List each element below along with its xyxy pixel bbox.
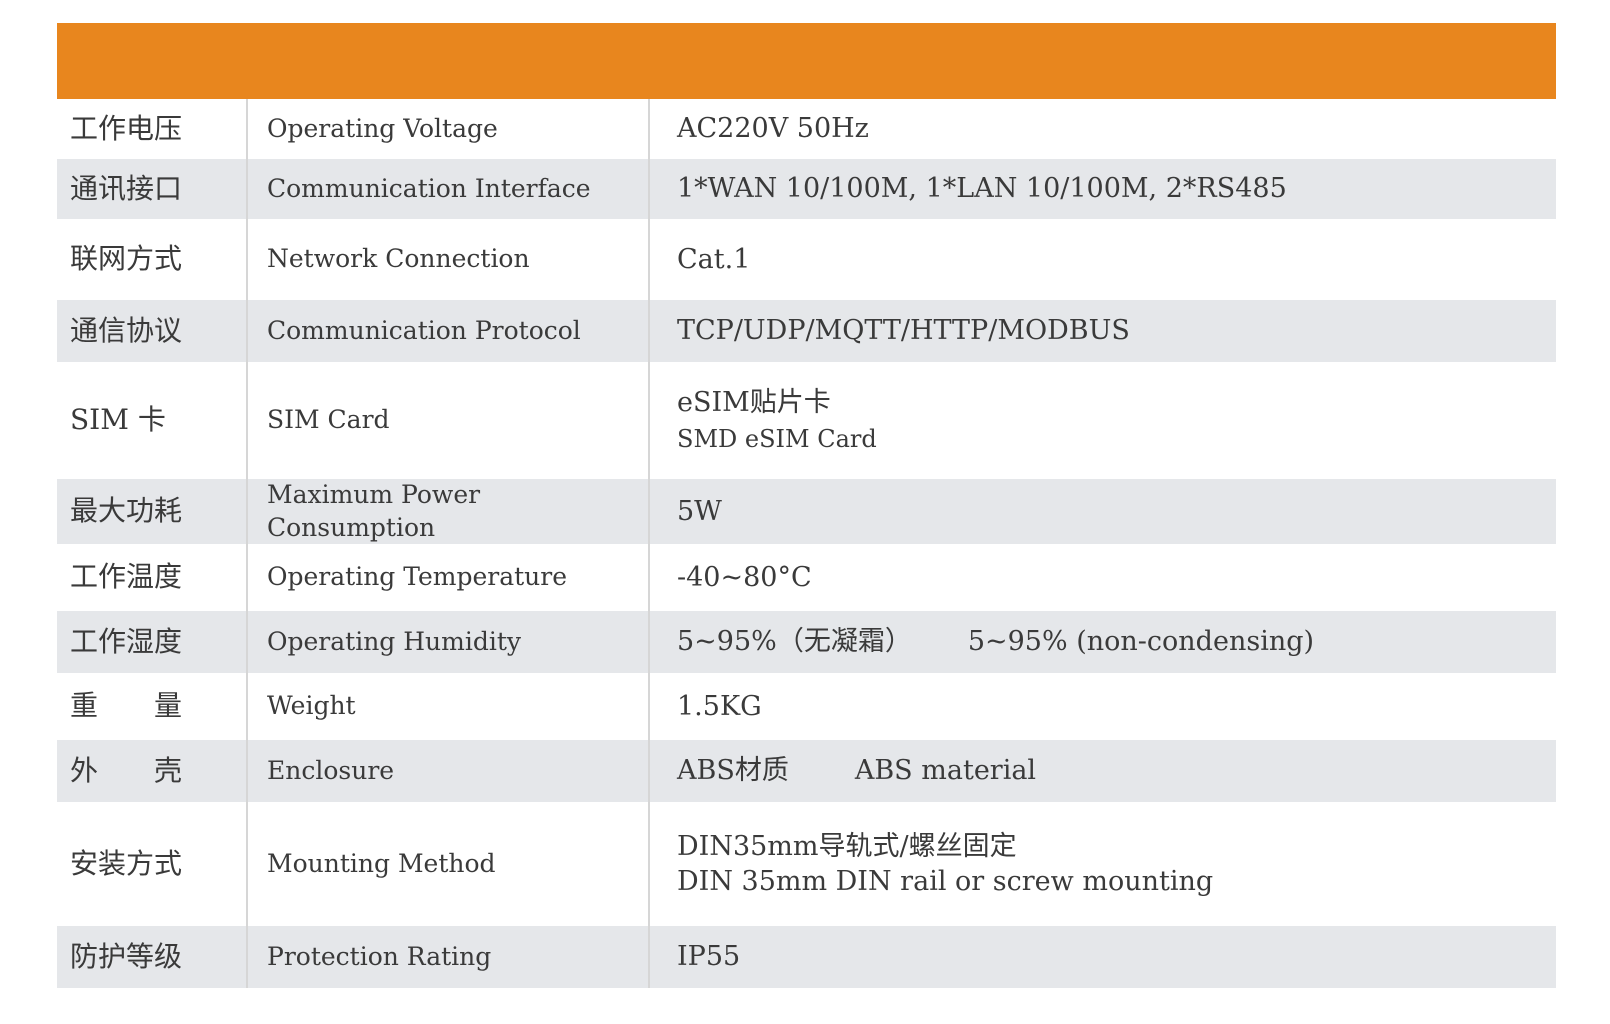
value: eSIM贴片卡 — [677, 387, 831, 419]
value: Cat.1 — [648, 219, 1556, 300]
label-en: Communication Protocol — [246, 300, 649, 362]
value: 5~95%（无凝霜） — [677, 626, 912, 658]
value: ABS材质 — [677, 755, 789, 787]
value-en: ABS material — [854, 755, 1037, 787]
label-cn: SIM 卡 — [57, 362, 247, 479]
table-row: 工作温度 Operating Temperature -40~80°C — [57, 544, 1556, 611]
table-row: 联网方式 Network Connection Cat.1 — [57, 219, 1556, 300]
label-cn: 通讯接口 — [57, 159, 247, 219]
value-sub: DIN 35mm DIN rail or screw mounting — [677, 866, 1214, 897]
label-en: Maximum Power Consumption — [246, 479, 649, 544]
label-en: SIM Card — [246, 362, 649, 479]
label-en: Weight — [246, 673, 649, 740]
label-cn: 通信协议 — [57, 300, 247, 362]
value: TCP/UDP/MQTT/HTTP/MODBUS — [648, 300, 1556, 362]
value: IP55 — [648, 926, 1556, 988]
label-en: Mounting Method — [246, 802, 649, 926]
value: -40~80°C — [648, 544, 1556, 611]
table-row: 工作湿度 Operating Humidity 5~95%（无凝霜） 5~95% … — [57, 611, 1556, 673]
table-row: 通讯接口 Communication Interface 1*WAN 10/10… — [57, 159, 1556, 219]
value-sub: SMD eSIM Card — [677, 425, 877, 454]
spec-table: 工作电压 Operating Voltage AC220V 50Hz 通讯接口 … — [57, 99, 1556, 988]
value: 1.5KG — [648, 673, 1556, 740]
table-row: 防护等级 Protection Rating IP55 — [57, 926, 1556, 988]
table-row: 重 量 Weight 1.5KG — [57, 673, 1556, 740]
label-en: Enclosure — [246, 740, 649, 802]
table-row: 工作电压 Operating Voltage AC220V 50Hz — [57, 99, 1556, 159]
label-cn: 外 壳 — [57, 740, 247, 802]
label-en: Operating Voltage — [246, 99, 649, 159]
label-en: Communication Interface — [246, 159, 649, 219]
label-cn: 重 量 — [57, 673, 247, 740]
label-cn: 联网方式 — [57, 219, 247, 300]
value: 5W — [648, 479, 1556, 544]
label-en: Operating Humidity — [246, 611, 649, 673]
value-cell: eSIM贴片卡 SMD eSIM Card — [648, 362, 1556, 479]
table-header-bar — [57, 23, 1556, 99]
label-cn: 工作温度 — [57, 544, 247, 611]
value-cell: ABS材质 ABS material — [648, 740, 1556, 802]
label-cn: 工作电压 — [57, 99, 247, 159]
label-cn: 防护等级 — [57, 926, 247, 988]
label-en: Operating Temperature — [246, 544, 649, 611]
value-cell: DIN35mm导轨式/螺丝固定 DIN 35mm DIN rail or scr… — [648, 802, 1556, 926]
table-row: 安装方式 Mounting Method DIN35mm导轨式/螺丝固定 DIN… — [57, 802, 1556, 926]
label-cn: 安装方式 — [57, 802, 247, 926]
table-row: 外 壳 Enclosure ABS材质 ABS material — [57, 740, 1556, 802]
label-cn: 最大功耗 — [57, 479, 247, 544]
value: AC220V 50Hz — [648, 99, 1556, 159]
spec-table-container: 工作电压 Operating Voltage AC220V 50Hz 通讯接口 … — [57, 23, 1556, 988]
label-en: Network Connection — [246, 219, 649, 300]
table-row: 最大功耗 Maximum Power Consumption 5W — [57, 479, 1556, 544]
value-cell: 5~95%（无凝霜） 5~95% (non-condensing) — [648, 611, 1556, 673]
table-row: 通信协议 Communication Protocol TCP/UDP/MQTT… — [57, 300, 1556, 362]
value: 1*WAN 10/100M, 1*LAN 10/100M, 2*RS485 — [648, 159, 1556, 219]
value-en: 5~95% (non-condensing) — [967, 626, 1315, 658]
table-row: SIM 卡 SIM Card eSIM贴片卡 SMD eSIM Card — [57, 362, 1556, 479]
label-en: Protection Rating — [246, 926, 649, 988]
value: DIN35mm导轨式/螺丝固定 — [677, 830, 1017, 862]
label-cn: 工作湿度 — [57, 611, 247, 673]
